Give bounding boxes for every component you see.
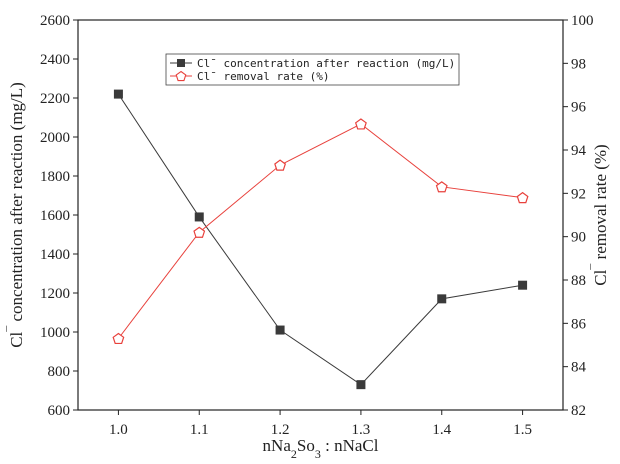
data-point-removal-rate bbox=[193, 226, 206, 238]
x-tick-label: 1.4 bbox=[432, 422, 451, 438]
y-left-tick-label: 1800 bbox=[40, 169, 70, 185]
y-left-axis-title: Cl¯ concentration after reaction (mg/L) bbox=[4, 82, 26, 348]
y-right-tick-label: 88 bbox=[571, 273, 586, 289]
x-tick-label: 1.3 bbox=[352, 422, 371, 438]
y-left-tick-label: 2000 bbox=[40, 130, 70, 146]
x-axis-title-part: : nNaCl bbox=[321, 436, 379, 455]
axes-layer: 1.0 1.1 1.2 1.3 1.4 1.5 600 800 1000 1200 1400 1600… bbox=[4, 13, 610, 461]
data-point-concentration bbox=[356, 380, 366, 390]
y-right-axis-title-part: ¯ bbox=[588, 263, 602, 271]
x-axis-title-subscript: 3 bbox=[315, 447, 321, 461]
series-line-1 bbox=[118, 93, 523, 386]
y-right-tick-label: 86 bbox=[571, 316, 587, 332]
x-axis-title-part: So bbox=[297, 436, 315, 455]
y-right-axis-title-part: Cl bbox=[591, 269, 610, 285]
legend-swatch-marker bbox=[175, 70, 187, 82]
data-point-removal-rate bbox=[112, 332, 125, 345]
legend-label: Cl¯ concentration after reaction (mg/L) bbox=[197, 57, 455, 70]
series-layer bbox=[112, 89, 529, 390]
data-point-concentration bbox=[437, 294, 447, 304]
y-right-tick-label: 92 bbox=[571, 186, 586, 202]
x-tick-label: 1.5 bbox=[513, 422, 532, 438]
x-tick-label: 1.0 bbox=[109, 422, 128, 438]
y-right-tick-label: 100 bbox=[571, 13, 594, 29]
y-right-tick-label: 96 bbox=[571, 100, 587, 116]
y-right-axis-title: Cl¯ removal rate (%) bbox=[588, 144, 610, 285]
y-left-tick-label: 2200 bbox=[40, 91, 70, 107]
y-left-axis-title-part: concentration after reaction (mg/L) bbox=[7, 82, 26, 326]
data-point-removal-rate bbox=[354, 118, 367, 130]
x-axis-title-part: nNa bbox=[263, 436, 292, 455]
data-point-concentration bbox=[194, 212, 204, 222]
legend-swatch-marker bbox=[177, 59, 185, 67]
data-point-concentration bbox=[275, 325, 285, 335]
data-point-concentration bbox=[113, 89, 123, 99]
y-right-tick-label: 98 bbox=[571, 56, 586, 72]
y-left-tick-label: 2400 bbox=[40, 52, 70, 68]
y-right-tick-label: 82 bbox=[571, 403, 586, 419]
y-left-axis-title-part: Cl bbox=[7, 331, 26, 347]
y-left-tick-label: 800 bbox=[48, 364, 71, 380]
x-axis-title-subscript: 2 bbox=[291, 447, 297, 461]
x-tick-label: 1.1 bbox=[190, 422, 209, 438]
y-left-tick-label: 2600 bbox=[40, 13, 70, 29]
y-left-tick-label: 1600 bbox=[40, 208, 70, 224]
data-point-removal-rate bbox=[435, 181, 448, 193]
data-point-concentration bbox=[518, 280, 528, 290]
legend-box bbox=[165, 53, 460, 86]
x-axis-title: nNa2So3 : nNaCl bbox=[263, 436, 379, 461]
x-tick-label: 1.2 bbox=[271, 422, 290, 438]
y-left-tick-label: 1200 bbox=[40, 286, 70, 302]
y-right-tick-label: 90 bbox=[571, 230, 586, 246]
y-left-tick-label: 1400 bbox=[40, 247, 70, 263]
y-right-tick-label: 84 bbox=[571, 360, 587, 376]
data-point-removal-rate bbox=[274, 159, 287, 171]
legend: Cl¯ concentration after reaction (mg/L)C… bbox=[165, 53, 460, 86]
y-left-tick-label: 600 bbox=[48, 403, 71, 419]
y-left-axis-title-part: ¯ bbox=[4, 325, 18, 333]
legend-label: Cl¯ removal rate (%) bbox=[197, 70, 329, 83]
data-point-removal-rate bbox=[516, 191, 529, 204]
y-right-axis-title-part: removal rate (%) bbox=[591, 144, 610, 263]
y-left-tick-label: 1000 bbox=[40, 325, 70, 341]
y-right-tick-label: 94 bbox=[571, 143, 587, 159]
series-line-2 bbox=[118, 123, 523, 339]
